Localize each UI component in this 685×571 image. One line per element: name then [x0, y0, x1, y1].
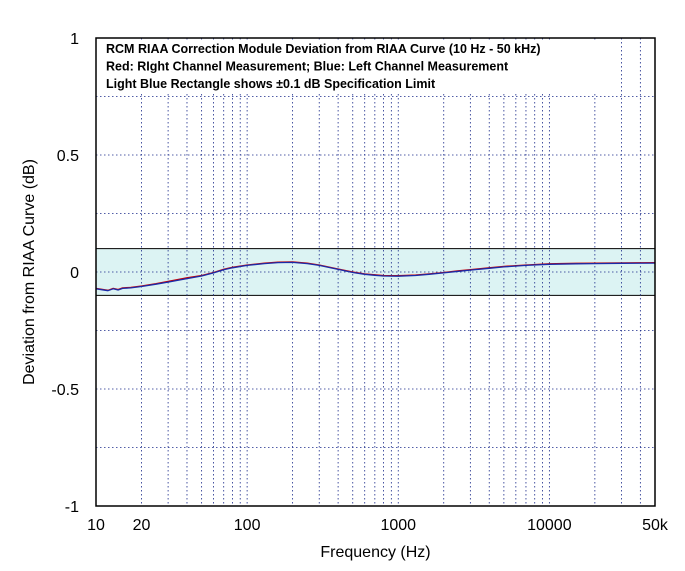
x-tick-label: 50k [642, 517, 669, 534]
x-tick-label: 100 [234, 517, 261, 534]
left-channel-line [95, 261, 656, 292]
x-tick-label: 20 [133, 517, 151, 534]
chart-title: RCM RIAA Correction Module Deviation fro… [101, 40, 621, 92]
y-tick-label: -0.5 [51, 382, 79, 399]
y-tick-label: 1 [70, 31, 79, 48]
y-tick-label: -1 [65, 499, 79, 516]
title-line-3: Light Blue Rectangle shows ±0.1 dB Speci… [106, 77, 436, 91]
x-axis-label: Frequency (Hz) [320, 544, 430, 561]
spec-limit-band [96, 248, 655, 296]
y-tick-label: 0 [70, 265, 79, 282]
x-tick-label: 1000 [380, 517, 416, 534]
x-tick-label: 10 [87, 517, 105, 534]
x-tick-label: 10000 [527, 517, 572, 534]
y-tick-label: 0.5 [57, 148, 79, 165]
plot-frame [95, 37, 656, 507]
title-line-1: RCM RIAA Correction Module Deviation fro… [106, 42, 541, 56]
y-axis-label: Deviation from RIAA Curve (dB) [21, 159, 38, 385]
title-line-2: Red: RIght Channel Measurement; Blue: Le… [106, 60, 509, 74]
